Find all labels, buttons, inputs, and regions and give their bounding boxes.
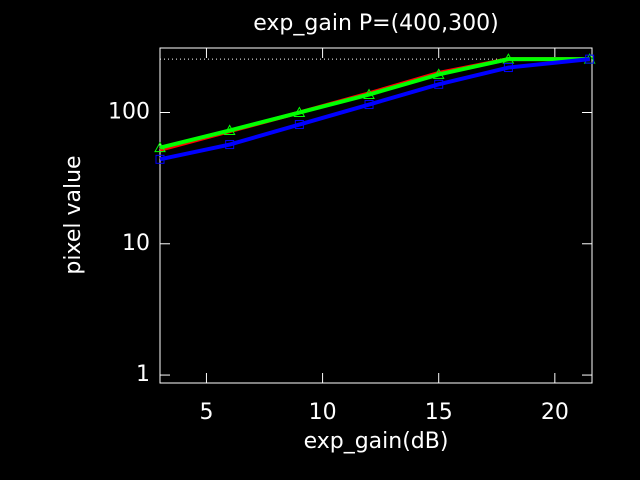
y-tick-label: 10 [122, 231, 150, 256]
marker [432, 68, 445, 79]
marker [293, 106, 306, 118]
series-line [159, 57, 590, 162]
y-axis-label: pixel value [61, 155, 86, 274]
marker [364, 100, 374, 110]
x-tick-label: 10 [309, 400, 337, 425]
marker [154, 141, 166, 153]
marker [363, 88, 375, 100]
x-tick-label: 20 [541, 400, 569, 425]
chart-title: exp_gain P=(400,300) [253, 11, 498, 36]
series-line [159, 57, 590, 150]
marker [155, 154, 165, 164]
x-axis-label: exp_gain(dB) [304, 429, 449, 454]
x-tick-label: 5 [199, 400, 213, 425]
plot-frame [159, 47, 593, 384]
marker [434, 79, 444, 89]
marker [223, 124, 236, 135]
marker [503, 63, 513, 73]
y-tick-label: 1 [136, 362, 150, 387]
y-tick-label: 100 [108, 100, 150, 125]
marker [294, 120, 304, 130]
marker [585, 54, 595, 64]
x-tick-label: 15 [425, 400, 453, 425]
marker [225, 140, 235, 150]
